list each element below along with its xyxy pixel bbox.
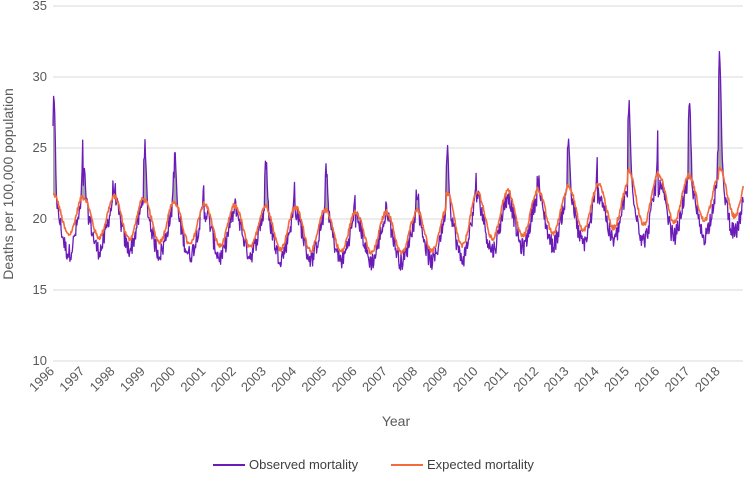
x-tick-label: 2004 bbox=[268, 364, 299, 395]
legend-label-expected: Expected mortality bbox=[427, 457, 534, 472]
x-tick-label: 2008 bbox=[389, 364, 420, 395]
excess-area bbox=[688, 103, 692, 181]
y-tick-label: 20 bbox=[33, 211, 47, 226]
y-tick-label: 30 bbox=[33, 69, 47, 84]
x-axis-title: Year bbox=[382, 413, 411, 429]
x-tick-label: 2000 bbox=[147, 364, 178, 395]
y-tick-label: 10 bbox=[33, 353, 47, 368]
x-tick-label: 1998 bbox=[87, 364, 118, 395]
x-tick-label: 2002 bbox=[208, 364, 239, 395]
y-tick-label: 35 bbox=[33, 0, 47, 13]
x-tick-label: 1996 bbox=[26, 364, 57, 395]
x-tick-label: 1997 bbox=[56, 364, 87, 395]
gridlines bbox=[53, 5, 743, 362]
x-tick-label: 2011 bbox=[481, 364, 511, 394]
x-tick-label: 2007 bbox=[359, 364, 390, 395]
x-tick-label: 2001 bbox=[177, 364, 208, 395]
x-tick-label: 2006 bbox=[329, 364, 360, 395]
x-tick-label: 2017 bbox=[662, 364, 693, 395]
x-tick-labels: 1996 1997 1998 1999 2000 2001 2002 2003 2004 2005… bbox=[26, 364, 723, 395]
x-tick-label: 2018 bbox=[692, 364, 723, 395]
y-axis-title: Deaths per 100,000 population bbox=[0, 88, 16, 279]
series-lines bbox=[52, 50, 744, 271]
expected-mortality-line bbox=[52, 166, 744, 255]
excess-area bbox=[172, 152, 177, 207]
x-tick-label: 2013 bbox=[541, 364, 572, 395]
x-tick-label: 2016 bbox=[631, 364, 662, 395]
y-tick-label: 25 bbox=[33, 140, 47, 155]
y-tick-label: 15 bbox=[33, 282, 47, 297]
excess-area bbox=[567, 139, 571, 190]
x-tick-label: 2003 bbox=[238, 364, 269, 395]
legend: Observed mortality Expected mortality bbox=[213, 457, 534, 472]
y-tick-labels: 10 15 20 25 30 35 bbox=[33, 0, 47, 368]
x-tick-label: 1999 bbox=[117, 364, 148, 395]
legend-label-observed: Observed mortality bbox=[249, 457, 359, 472]
x-tick-label: 2015 bbox=[601, 364, 632, 395]
x-tick-label: 2009 bbox=[419, 364, 450, 395]
x-tick-label: 2005 bbox=[298, 364, 329, 395]
x-tick-label: 2012 bbox=[510, 364, 541, 395]
x-tick-label: 2010 bbox=[450, 364, 481, 395]
x-tick-label: 2014 bbox=[571, 364, 602, 395]
